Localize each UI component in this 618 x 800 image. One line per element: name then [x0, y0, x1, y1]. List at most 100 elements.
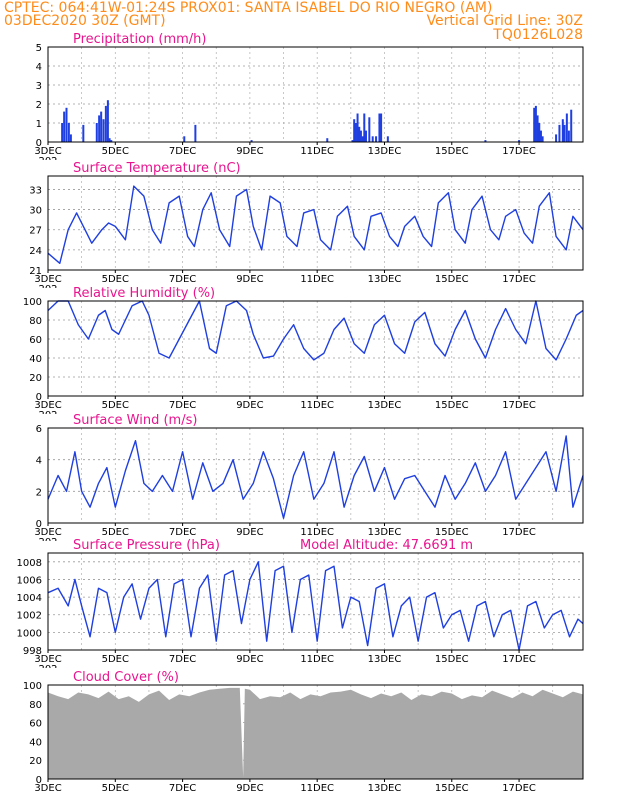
- x-tick-label: 15DEC: [435, 783, 469, 794]
- x-tick-label: 13DEC: [368, 527, 402, 538]
- x-tick-label: 9DEC: [236, 783, 263, 794]
- x-tick-label: 7DEC: [169, 527, 196, 538]
- x-tick-label: 9DEC: [236, 527, 263, 538]
- y-tick-label: 80: [29, 700, 42, 711]
- model-altitude-label: Model Altitude: 47.6691 m: [300, 538, 473, 553]
- y-tick-label: 0: [36, 138, 42, 149]
- x-tick-label: 11DEC: [300, 654, 334, 665]
- y-tick-label: 21: [29, 266, 42, 277]
- plot-frame: [47, 552, 584, 651]
- x-tick-label: 17DEC: [502, 654, 536, 665]
- x-tick-label: 7DEC: [169, 654, 196, 665]
- x-tick-label: 13DEC: [368, 146, 402, 157]
- precip-bar: [358, 126, 361, 142]
- x-tick-label: 11DEC: [300, 146, 334, 157]
- y-tick-label: 0: [36, 775, 42, 786]
- x-tick-label: 3DEC: [34, 146, 61, 157]
- y-tick-label: 5: [36, 43, 42, 54]
- panel-temperature: 21 24 27 30 33 3DEC 5DEC 7DEC 9DEC 11DEC 13DEC 15DE…: [29, 161, 584, 288]
- x-year-label: 202: [38, 537, 57, 548]
- x-tick-label: 7DEC: [169, 146, 196, 157]
- precip-bar: [386, 136, 389, 142]
- precip-bar: [67, 123, 70, 142]
- plot-frame: [47, 684, 584, 780]
- x-tick-label: 9DEC: [236, 654, 263, 665]
- panel-title: Precipitation (mm/h): [73, 32, 206, 47]
- x-tick-label: 9DEC: [236, 146, 263, 157]
- precip-bar: [351, 140, 354, 142]
- panel-precipitation: 0 1 2 3 4 5 3DEC 5DEC 7DEC 9DEC 11DEC 13DEC 15DEC 17D…: [34, 32, 584, 160]
- x-tick-label: 3DEC: [34, 274, 61, 285]
- precip-bar: [63, 111, 66, 142]
- x-tick-label: 15DEC: [435, 274, 469, 285]
- y-tick-label: 1002: [17, 611, 42, 622]
- y-tick-label: 4: [36, 456, 42, 467]
- y-tick-label: 40: [29, 737, 42, 748]
- x-tick-label: 13DEC: [368, 783, 402, 794]
- precip-bar: [353, 119, 356, 142]
- x-tick-label: 3DEC: [34, 654, 61, 665]
- y-tick-label: 27: [29, 226, 42, 237]
- panel-title: Cloud Cover (%): [73, 670, 179, 685]
- y-tick-label: 100: [23, 297, 42, 308]
- y-tick-label: 33: [29, 185, 42, 196]
- header-model-id: TQ0126L028: [492, 27, 583, 43]
- precip-bar: [69, 134, 72, 142]
- precip-bar: [558, 124, 561, 142]
- y-tick-label: 4: [36, 62, 42, 73]
- x-tick-label: 17DEC: [502, 527, 536, 538]
- y-tick-label: 20: [29, 756, 42, 767]
- series-line-temperature: [47, 185, 584, 264]
- precip-bar: [364, 130, 367, 142]
- y-tick-label: 998: [23, 646, 42, 657]
- x-tick-label: 11DEC: [300, 783, 334, 794]
- x-tick-label: 5DEC: [102, 274, 129, 285]
- series-line-humidity: [47, 300, 584, 361]
- x-tick-label: 13DEC: [368, 274, 402, 285]
- precip-bar: [539, 130, 542, 142]
- precip-bar: [536, 115, 539, 142]
- y-tick-label: 2: [36, 487, 42, 498]
- panel-humidity: 0 20 40 60 80 100 3DEC 5DEC 7DEC 9DEC 11DEC 13DEC 15…: [23, 286, 584, 414]
- x-tick-label: 3DEC: [34, 783, 61, 794]
- precip-bar: [368, 117, 371, 142]
- x-tick-label: 11DEC: [300, 400, 334, 411]
- precip-bar: [484, 140, 487, 142]
- x-tick-label: 15DEC: [435, 400, 469, 411]
- precip-bar: [250, 140, 253, 142]
- precip-bar: [518, 140, 521, 142]
- x-tick-label: 5DEC: [102, 400, 129, 411]
- precip-bar: [363, 113, 366, 142]
- series-line-pressure: [47, 561, 584, 651]
- plot-frame: [47, 175, 584, 271]
- precip-bar: [354, 123, 357, 142]
- precip-bar: [183, 136, 186, 142]
- x-tick-label: 15DEC: [435, 527, 469, 538]
- x-tick-label: 11DEC: [300, 527, 334, 538]
- y-tick-label: 0: [36, 519, 42, 530]
- x-tick-label: 7DEC: [169, 783, 196, 794]
- series-line-wind: [47, 435, 584, 519]
- x-tick-label: 13DEC: [368, 400, 402, 411]
- precip-bar: [106, 100, 109, 142]
- panel-title: Surface Pressure (hPa): [73, 538, 220, 553]
- panel-wind: 0 2 4 6 3DEC 5DEC 7DEC 9DEC 11DEC 13DEC 15DEC 17DEC…: [34, 413, 584, 548]
- precip-bar: [326, 138, 329, 142]
- y-tick-label: 0: [36, 392, 42, 403]
- plot-frame: [47, 300, 584, 397]
- panel-title: Surface Wind (m/s): [73, 413, 197, 428]
- precip-bar: [98, 115, 101, 142]
- precip-bar: [104, 105, 107, 142]
- precip-bar: [378, 113, 381, 142]
- x-tick-label: 7DEC: [169, 274, 196, 285]
- x-tick-label: 9DEC: [236, 400, 263, 411]
- x-tick-label: 13DEC: [368, 654, 402, 665]
- y-tick-label: 1004: [17, 593, 42, 604]
- x-tick-label: 15DEC: [435, 146, 469, 157]
- header-run-date: 03DEC2020 30Z (GMT): [4, 13, 166, 29]
- precip-bar: [194, 124, 197, 142]
- cloud-cover-area: [48, 687, 583, 779]
- x-tick-label: 3DEC: [34, 527, 61, 538]
- precip-bar: [561, 119, 564, 142]
